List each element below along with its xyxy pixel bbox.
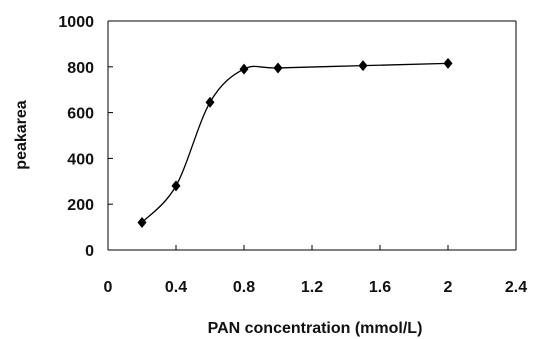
data-point-marker bbox=[273, 62, 283, 74]
x-tick-label: 1.2 bbox=[301, 279, 323, 296]
y-axis-label: peakarea bbox=[13, 100, 30, 169]
x-tick-label: 0 bbox=[104, 279, 113, 296]
y-tick-label: 200 bbox=[67, 197, 94, 214]
x-tick-label: 1.6 bbox=[369, 279, 391, 296]
x-tick-label: 2 bbox=[444, 279, 453, 296]
x-tick-label: 2.4 bbox=[505, 279, 527, 296]
labels: PAN concentration (mmol/L) peakarea bbox=[13, 100, 422, 337]
data-point-marker bbox=[443, 57, 453, 69]
x-tick-label: 0.8 bbox=[233, 279, 255, 296]
series-layer bbox=[137, 57, 453, 229]
x-tick-label: 0.4 bbox=[165, 279, 187, 296]
x-axis-label: PAN concentration (mmol/L) bbox=[208, 320, 423, 337]
axes: 0 0.4 0.8 1.2 1.6 2 2.4 0 200 400 600 800 1000 bbox=[58, 14, 527, 296]
y-tick-label: 0 bbox=[85, 243, 94, 260]
y-tick-label: 1000 bbox=[58, 14, 94, 31]
data-point-marker bbox=[239, 63, 249, 75]
data-point-marker bbox=[358, 60, 368, 72]
y-tick-label: 400 bbox=[67, 151, 94, 168]
y-tick-label: 800 bbox=[67, 60, 94, 77]
series-line bbox=[141, 62, 449, 223]
data-point-marker bbox=[205, 96, 215, 108]
data-point-marker bbox=[171, 180, 181, 192]
data-point-marker bbox=[137, 217, 147, 229]
y-tick-label: 600 bbox=[67, 106, 94, 123]
